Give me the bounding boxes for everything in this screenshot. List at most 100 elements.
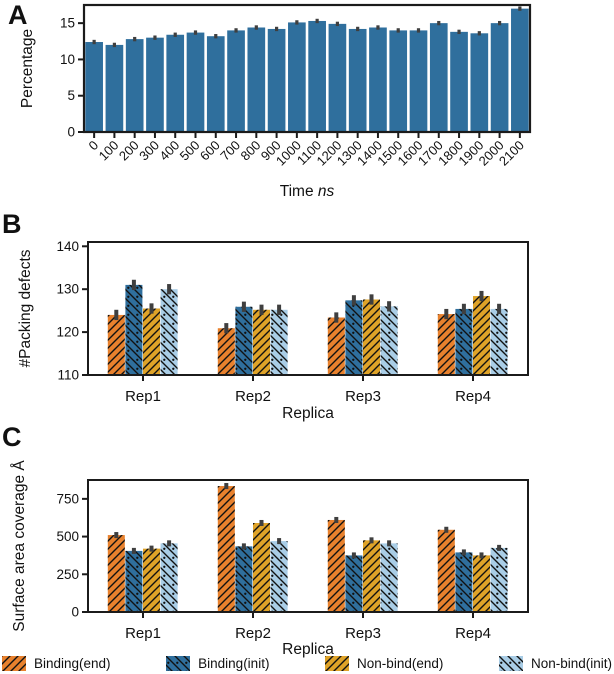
y-tick-label: 250 [56, 567, 79, 582]
bar [389, 30, 408, 132]
bar-hatch [253, 309, 270, 375]
plot-frame [82, 3, 532, 134]
bar [490, 23, 509, 133]
bar-hatch [217, 486, 235, 612]
bar-hatch [143, 548, 160, 612]
bar [328, 23, 347, 132]
y-axis-label: #Packing defects [17, 249, 34, 367]
x-axis-label: Time ns [280, 183, 335, 200]
y-tick-label: 120 [56, 325, 79, 340]
bar-hatch [380, 543, 398, 612]
bar-hatch [437, 314, 455, 375]
bar [166, 34, 185, 132]
y-tick-label: 0 [71, 605, 79, 620]
chart-a-time-percentage: 0510150100200300400500600700800900100011… [19, 3, 532, 200]
bar [288, 22, 306, 132]
legend-label: Binding(init) [198, 656, 270, 671]
bar-hatch [143, 308, 160, 375]
legend-swatch-icon [166, 656, 191, 671]
x-tick-label: Rep3 [345, 625, 381, 642]
x-axis-label: Replica [282, 405, 334, 422]
legend: Binding(end) Binding(init) Non-bind(end) No… [0, 653, 614, 674]
bar-hatch [107, 535, 125, 612]
legend-item-non-bind-end: Non-bind(end) [325, 656, 443, 671]
bar-hatch [363, 540, 380, 612]
bar-hatch [235, 306, 253, 375]
panel-label-b: B [2, 209, 22, 239]
y-tick-label: 130 [56, 282, 79, 297]
bar-hatch [345, 300, 363, 375]
x-tick-label: Rep3 [345, 388, 381, 405]
x-tick-label: Rep4 [455, 625, 491, 642]
x-tick-label: Rep2 [235, 625, 271, 642]
x-tick-label: Rep1 [125, 625, 161, 642]
panel-label-a: A [8, 0, 28, 30]
x-tick-label: Rep4 [455, 388, 491, 405]
y-tick-label: 140 [56, 239, 79, 254]
legend-swatch-icon [325, 656, 350, 671]
x-tick-label: Rep1 [125, 388, 161, 405]
y-tick-label: 15 [60, 16, 75, 31]
bar-hatch [107, 314, 125, 375]
y-tick-label: 5 [67, 88, 75, 103]
bar [348, 28, 367, 133]
y-axis-label: Percentage [19, 29, 36, 108]
bar-hatch [473, 555, 490, 612]
bar-hatch [455, 552, 473, 612]
y-tick-label: 500 [56, 529, 79, 544]
bar-hatch [270, 309, 288, 375]
bar-hatch [270, 541, 288, 612]
bar [267, 28, 286, 133]
bar [470, 33, 489, 132]
y-axis-label: Surface area coverage Å [11, 460, 28, 632]
bar-hatch [490, 547, 508, 612]
bar-hatch [345, 555, 363, 612]
bar [511, 8, 529, 133]
bar [308, 20, 326, 132]
chart-b-packing-defects: 110 120 130 140 Rep1 Rep2 Rep3 Rep4 Replica #Pack… [17, 239, 529, 422]
bar-hatch [363, 299, 380, 375]
bar [85, 42, 103, 132]
legend-label: Non-bind(end) [357, 656, 444, 671]
x-tick-label: Rep2 [235, 388, 271, 405]
legend-item-non-bind-init: Non-bind(init) [498, 656, 612, 671]
bar [369, 27, 387, 132]
bar-hatch [125, 284, 143, 375]
y-tick-label: 10 [60, 52, 75, 67]
legend-item-binding-init: Binding(init) [166, 656, 269, 671]
y-tick-label: 750 [56, 491, 79, 506]
y-tick-label: 0 [67, 125, 75, 140]
x-axis-label: Replica [282, 641, 334, 658]
bar [227, 30, 245, 132]
bar-hatch [490, 308, 508, 375]
bar [450, 31, 468, 133]
bar [247, 27, 266, 132]
bar-hatch [455, 308, 473, 375]
bar [146, 37, 164, 132]
panel-label-c: C [2, 422, 22, 452]
bar [125, 39, 144, 133]
legend-swatch-icon [2, 656, 26, 671]
bar [429, 23, 448, 133]
bar [409, 30, 428, 132]
y-tick-label: 110 [57, 368, 79, 383]
plot-frame [87, 241, 529, 376]
bar-hatch [253, 522, 270, 612]
plot-frame [87, 479, 529, 613]
legend-item-binding-end: Binding(end) [2, 656, 111, 671]
bar-hatch [160, 543, 178, 612]
bar-hatch [235, 546, 253, 612]
chart-c-surface-area-coverage: 0 250 500 750 Rep1 Rep2 Rep3 Rep4 Replica Surface… [11, 460, 529, 658]
bar-hatch [217, 328, 235, 375]
bar [206, 36, 225, 132]
legend-label: Non-bind(init) [530, 656, 612, 671]
bar [105, 44, 124, 132]
bar-hatch [327, 317, 345, 375]
legend-label: Binding(end) [34, 656, 111, 671]
bar-hatch [160, 289, 178, 375]
bar-hatch [437, 529, 455, 612]
bar-hatch [473, 296, 490, 375]
bar-hatch [125, 550, 143, 612]
bar [186, 32, 205, 132]
